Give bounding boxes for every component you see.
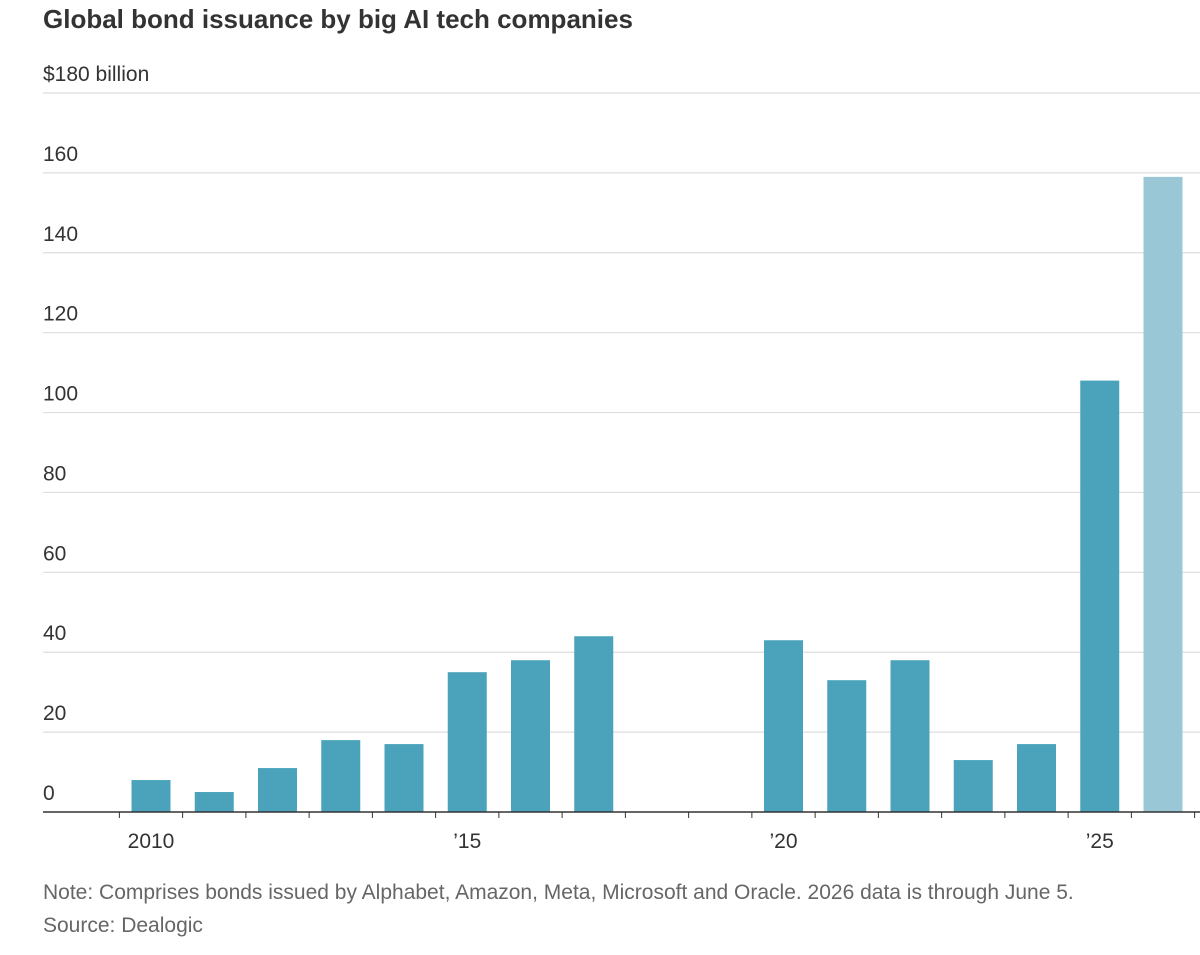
y-tick-label-160: 160 [43, 143, 78, 166]
x-tick-label-2025: ’25 [1086, 830, 1114, 853]
y-tick-label-20: 20 [43, 702, 66, 725]
bars [131, 176, 1183, 813]
y-tick-label-0: 0 [43, 782, 55, 805]
chart-note: Note: Comprises bonds issued by Alphabet… [43, 881, 1074, 904]
bar-2014 [384, 744, 424, 812]
y-tick-label-180: $180 billion [43, 63, 149, 86]
x-tick-label-2010: 2010 [128, 830, 175, 853]
gridlines [43, 92, 1200, 733]
y-tick-label-80: 80 [43, 462, 66, 485]
bar-2015 [447, 672, 487, 812]
chart-footer: Note: Comprises bonds issued by Alphabet… [43, 876, 1074, 942]
y-tick-label-140: 140 [43, 223, 78, 246]
x-tick-label-2020: ’20 [769, 830, 797, 853]
bar-2021 [827, 680, 867, 812]
bar-2022 [890, 660, 930, 812]
bar-2013 [321, 740, 361, 812]
y-axis-ticks: 0 20 40 60 80 100 120 140 160 $180 billion [43, 63, 149, 805]
y-tick-label-100: 100 [43, 383, 78, 406]
bar-2020 [764, 640, 803, 812]
chart-source: Source: Dealogic [43, 914, 203, 937]
y-tick-label-40: 40 [43, 622, 66, 645]
bar-2024 [1017, 744, 1056, 812]
bar-2023 [953, 760, 993, 812]
y-tick-label-120: 120 [43, 303, 78, 326]
bar-2025 [1080, 380, 1120, 812]
chart-title: Global bond issuance by big AI tech comp… [43, 4, 633, 34]
y-tick-label-60: 60 [43, 542, 66, 565]
bar-2026 [1143, 176, 1183, 813]
x-axis [43, 811, 1200, 818]
bar-chart: 0 20 40 60 80 100 120 140 160 $180 billion 2010 ’1… [43, 63, 1200, 853]
bar-2012 [258, 768, 297, 812]
x-axis-ticks: 2010 ’15 ’20 ’25 [128, 830, 1114, 853]
bar-2010 [131, 780, 171, 812]
bar-2017 [574, 636, 614, 812]
x-tick-label-2015: ’15 [453, 830, 481, 853]
bar-2011 [194, 792, 234, 812]
bar-2016 [511, 660, 550, 812]
